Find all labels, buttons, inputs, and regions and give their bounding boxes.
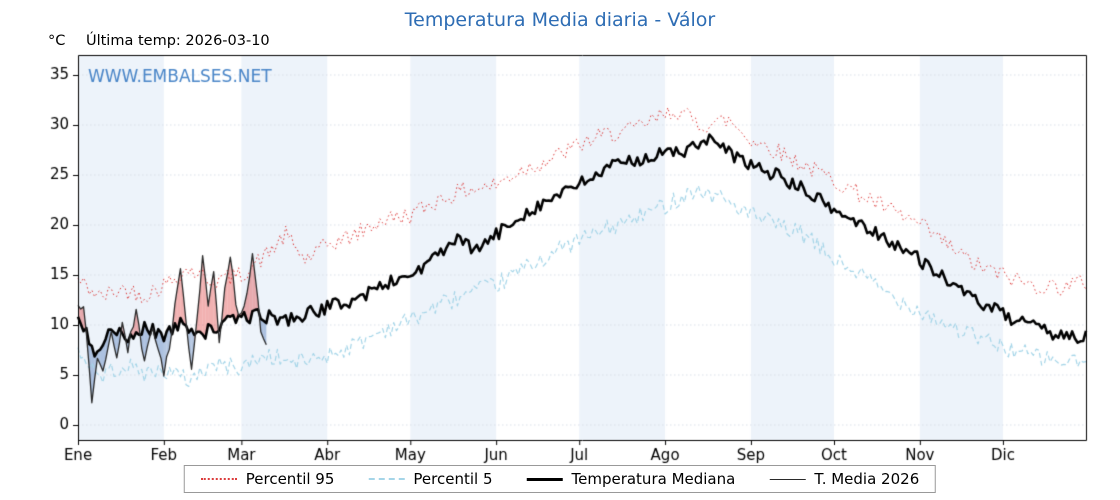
legend-label: Percentil 95	[245, 470, 335, 488]
legend-item-percentil-95: Percentil 95	[200, 470, 335, 488]
legend-label: T. Media 2026	[814, 470, 920, 488]
legend-swatch-percentil-95	[200, 478, 237, 480]
legend-item-percentil-5: Percentil 5	[368, 470, 492, 488]
legend-item-t-media-2026: T. Media 2026	[769, 470, 919, 488]
legend-label: Temperatura Mediana	[571, 470, 736, 488]
legend-swatch-t-media-2026	[769, 478, 806, 480]
legend-item-temperatura-mediana: Temperatura Mediana	[526, 470, 735, 488]
legend: Percentil 95 Percentil 5 Temperatura Media…	[183, 465, 937, 493]
chart-canvas	[0, 0, 1120, 466]
y-axis-unit-label: °C	[48, 33, 66, 49]
chart-subheader: °C Última temp: 2026-03-10	[48, 33, 270, 49]
legend-label: Percentil 5	[413, 470, 493, 488]
legend-swatch-temperatura-mediana	[526, 477, 563, 481]
legend-swatch-percentil-5	[368, 478, 405, 480]
chart-title: Temperatura Media diaria - Válor	[404, 9, 716, 31]
last-temp-annotation: Última temp: 2026-03-10	[85, 33, 270, 49]
